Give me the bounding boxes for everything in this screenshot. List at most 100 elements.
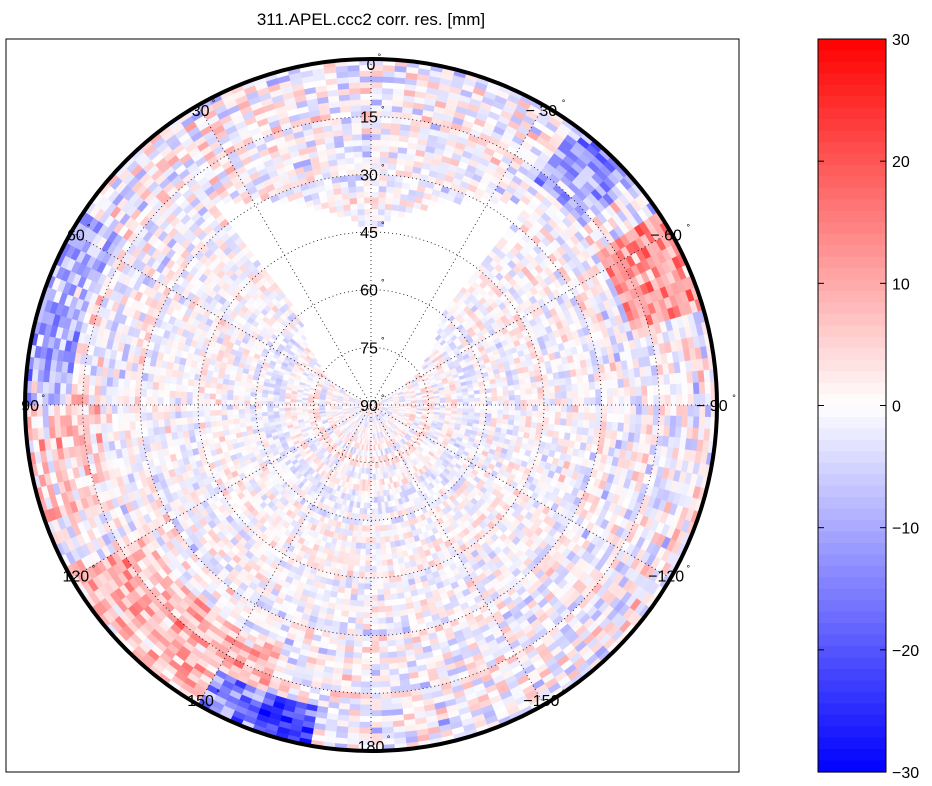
heatmap-cell (169, 411, 176, 420)
heatmap-cell (560, 391, 568, 399)
heatmap-cell (361, 531, 367, 538)
heatmap-cell (352, 530, 358, 538)
heatmap-cell (348, 191, 357, 199)
heatmap-cell (249, 392, 257, 398)
heatmap-cell (170, 376, 178, 385)
heatmap-cell (357, 583, 365, 590)
heatmap-cell (350, 588, 359, 596)
heatmap-cell (192, 410, 199, 418)
heatmap-cell (363, 496, 368, 504)
heatmap-cell (374, 502, 379, 509)
heatmap-cell (518, 425, 526, 433)
heatmap-cell (358, 513, 364, 521)
heatmap-cell (370, 612, 379, 619)
heatmap-cell (174, 404, 182, 413)
heatmap-cell (572, 404, 579, 413)
heatmap-cell (496, 418, 504, 424)
heatmap-cell (360, 542, 367, 550)
heatmap-cell (468, 408, 475, 413)
heatmap-cell (548, 417, 556, 425)
heatmap-cell (468, 404, 476, 409)
heatmap-cell (474, 404, 481, 410)
heatmap-cell (366, 508, 372, 515)
heatmap-cell (180, 404, 187, 412)
heatmap-cell (169, 418, 177, 427)
heatmap-cell (186, 385, 194, 393)
heatmap-cell (370, 543, 377, 550)
heatmap-cell (168, 404, 176, 413)
heatmap-cell (370, 208, 379, 216)
heatmap-cell (570, 375, 578, 385)
heatmap-cell (380, 542, 387, 550)
heatmap-cell (341, 604, 351, 612)
heatmap-cell (367, 497, 372, 504)
heatmap-cell (554, 417, 562, 426)
heatmap-cell (368, 450, 372, 458)
heatmap-cell (255, 400, 262, 406)
heatmap-cell (363, 208, 372, 216)
heatmap-cell (456, 410, 464, 415)
heatmap-cell (348, 558, 355, 566)
heatmap-cell (367, 485, 372, 492)
heatmap-cell (572, 411, 579, 420)
heatmap-cell (370, 548, 377, 556)
heatmap-cell (378, 191, 387, 199)
heatmap-cell (266, 401, 274, 406)
heatmap-cell (290, 404, 297, 409)
heatmap-cell (560, 404, 568, 413)
heatmap-cell (222, 378, 230, 386)
heatmap-cell (350, 541, 357, 549)
heatmap-cell (577, 389, 585, 398)
heatmap-cell (232, 409, 239, 415)
heatmap-cell (355, 548, 362, 555)
heatmap-cell (384, 594, 392, 601)
heatmap-cell (366, 514, 372, 521)
heatmap-cell (356, 536, 362, 544)
heatmap-cell (514, 394, 522, 401)
heatmap-cell (543, 404, 550, 412)
heatmap-cell (267, 397, 274, 402)
heatmap-cell (175, 384, 182, 392)
heatmap-cell (474, 397, 481, 402)
heatmap-cell (349, 599, 358, 607)
heatmap-cell (536, 380, 544, 388)
heatmap-cell (157, 419, 165, 428)
heatmap-cell (577, 412, 585, 421)
heatmap-cell (198, 380, 206, 388)
heatmap-cell (480, 404, 487, 410)
heatmap-cell (272, 401, 279, 406)
heatmap-cell (174, 411, 182, 419)
heatmap-cell (238, 413, 246, 420)
heatmap-cell (220, 394, 228, 401)
heatmap-cell (350, 594, 358, 601)
heatmap-cell (255, 408, 262, 414)
heatmap-cell (163, 390, 170, 399)
heatmap-cell (220, 409, 228, 416)
heatmap-cell (375, 548, 382, 556)
heatmap-cell (549, 404, 556, 412)
heatmap-cell (357, 214, 365, 222)
heatmap-cell (560, 418, 567, 426)
heatmap-cell (480, 408, 487, 414)
heatmap-cell (572, 397, 579, 406)
heatmap-cell (353, 565, 360, 573)
heatmap-cell (365, 479, 369, 486)
heatmap-cell (571, 418, 579, 427)
heatmap-cell (301, 399, 308, 403)
heatmap-cell (542, 422, 550, 431)
heatmap-cell (384, 197, 393, 205)
heatmap-cell (220, 399, 228, 406)
heatmap-cell (508, 414, 516, 421)
heatmap-cell (249, 396, 257, 402)
heatmap-cell (377, 606, 386, 613)
heatmap-cell (186, 411, 193, 419)
heatmap-cell (353, 524, 359, 532)
heatmap-cell (531, 416, 539, 423)
heatmap-cell (380, 536, 386, 544)
heatmap-cell (537, 410, 545, 418)
heatmap-cell (363, 600, 372, 608)
heatmap-cell (290, 401, 297, 406)
heatmap-cell (384, 209, 392, 216)
heatmap-cell (525, 415, 533, 423)
heatmap-cell (365, 537, 372, 544)
